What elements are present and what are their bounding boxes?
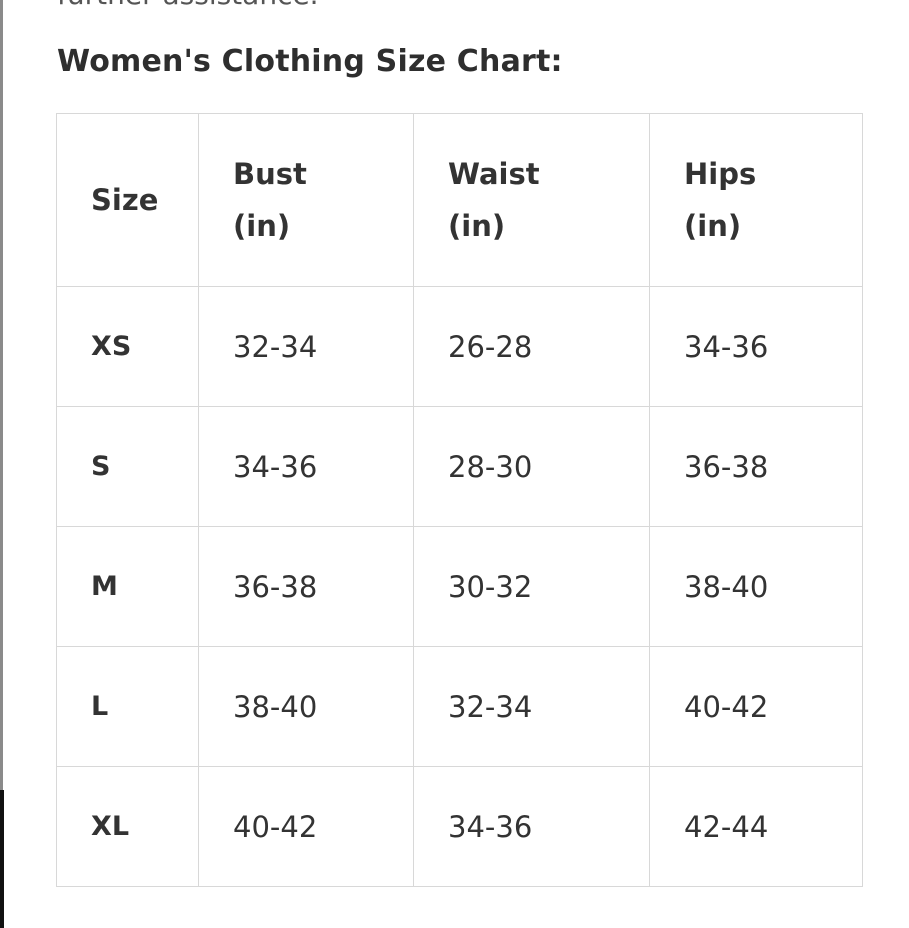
table-row: XS 32-34 26-28 34-36 — [56, 286, 863, 407]
table-row: S 34-36 28-30 36-38 — [56, 406, 863, 527]
size-cell: XS — [56, 286, 199, 407]
column-header-text: Bust (in) — [233, 157, 307, 243]
measure-cell: 36-38 — [649, 406, 863, 527]
measure-cell: 38-40 — [649, 526, 863, 647]
measure-cell: 40-42 — [649, 646, 863, 767]
column-header: Size — [56, 113, 199, 287]
size-cell: M — [56, 526, 199, 647]
measure-cell: 32-34 — [198, 286, 414, 407]
column-header: Bust (in) — [198, 113, 414, 287]
heading: Women's Clothing Size Chart: — [57, 44, 563, 79]
intro-text: further assistance. — [57, 0, 319, 11]
table-row: XL 40-42 34-36 42-44 — [56, 766, 863, 887]
window-edge — [0, 0, 3, 928]
window-edge — [0, 790, 4, 928]
measure-cell: 40-42 — [198, 766, 414, 887]
column-header-text: Hips (in) — [684, 157, 757, 243]
measure-cell: 26-28 — [413, 286, 650, 407]
column-header-text: Size — [91, 183, 159, 217]
measure-cell: 32-34 — [413, 646, 650, 767]
table-row: L 38-40 32-34 40-42 — [56, 646, 863, 767]
measure-cell: 34-36 — [413, 766, 650, 887]
column-header: Waist (in) — [413, 113, 650, 287]
column-header-text: Waist (in) — [448, 157, 540, 243]
measure-cell: 34-36 — [198, 406, 414, 527]
size-cell: S — [56, 406, 199, 527]
measure-cell: 42-44 — [649, 766, 863, 887]
measure-cell: 34-36 — [649, 286, 863, 407]
size-cell: L — [56, 646, 199, 767]
header-row: Size Bust (in) Waist (in) Hips (in) — [56, 113, 863, 287]
size-table: Size Bust (in) Waist (in) Hips (in) XS 32-34… — [56, 113, 863, 887]
measure-cell: 28-30 — [413, 406, 650, 527]
measure-cell: 30-32 — [413, 526, 650, 647]
table-row: M 36-38 30-32 38-40 — [56, 526, 863, 647]
measure-cell: 38-40 — [198, 646, 414, 767]
table-body: XS 32-34 26-28 34-36 S 34-36 28-30 36-38 M 36-38 3… — [56, 286, 863, 887]
column-header: Hips (in) — [649, 113, 863, 287]
size-cell: XL — [56, 766, 199, 887]
measure-cell: 36-38 — [198, 526, 414, 647]
